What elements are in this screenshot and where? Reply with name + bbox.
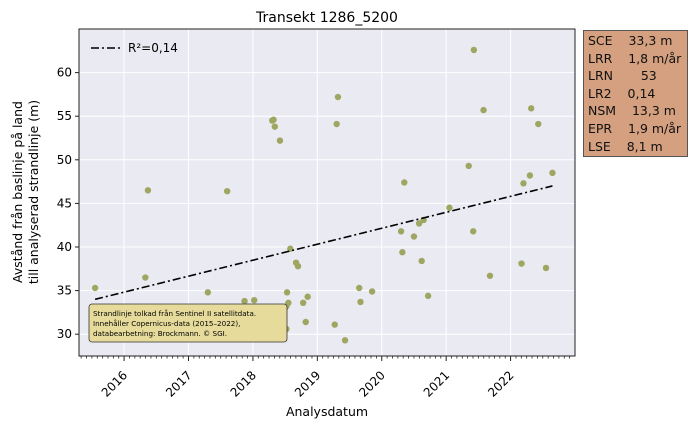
y-tick-label: 60 [57, 66, 72, 80]
data-point [535, 120, 542, 128]
data-point [520, 180, 527, 187]
stat-value: 8,1 m [626, 138, 663, 154]
scatter-points [91, 46, 556, 344]
data-point [465, 162, 472, 170]
y-tick-label: 30 [57, 327, 72, 341]
stat-label: LR2 [588, 85, 612, 101]
data-point [356, 284, 363, 292]
x-tick-label: 2022 [485, 368, 516, 399]
data-point [304, 293, 311, 300]
data-point [144, 187, 152, 194]
data-point [542, 264, 550, 272]
data-point [397, 228, 405, 235]
data-point [526, 172, 534, 179]
stat-value: 13,3 m [631, 103, 676, 119]
x-tick-label: 2016 [99, 368, 130, 399]
x-axis-ticks: 2016 2017 2018 2019 2020 2021 2022 [80, 356, 571, 400]
stat-row-lrn: LRN 53 [588, 67, 687, 85]
plot-frame [78, 28, 576, 357]
data-point [334, 93, 342, 101]
data-point [333, 120, 340, 128]
data-point [470, 228, 477, 235]
stat-row-lse: LSE 8,1 m [588, 138, 687, 156]
y-tick-label: 50 [57, 153, 72, 167]
x-tick-label: 2018 [228, 368, 259, 399]
stat-value: 53 [640, 68, 657, 84]
stat-value: 1,9 m/år [628, 120, 682, 136]
data-point [341, 337, 349, 344]
stat-value: 33,3 m [628, 33, 673, 48]
data-point [418, 257, 425, 265]
annotation-line-3: databearbetning: Brockmann. © SGI. [93, 329, 227, 338]
data-point [415, 220, 423, 227]
data-point [470, 46, 478, 54]
data-point [91, 284, 99, 292]
data-point [142, 274, 149, 281]
annotation-box [88, 303, 288, 343]
x-tick-label: 2020 [356, 368, 387, 399]
y-axis-label-line-1: Avstånd från baslinje på land [10, 101, 25, 283]
y-tick-label: 55 [57, 109, 72, 123]
y-tick-label: 35 [57, 284, 72, 298]
stat-value: 0,14 [627, 85, 656, 101]
stat-row-epr: EPR 1,9 m/år [588, 120, 687, 138]
data-point [331, 321, 338, 328]
data-point [223, 187, 231, 195]
data-point [270, 116, 277, 123]
data-point [549, 169, 556, 177]
data-point [299, 299, 307, 307]
data-point [271, 123, 279, 130]
stat-row-nsm: NSM 13,3 m [588, 102, 687, 120]
stat-label: EPR [588, 120, 613, 136]
stat-row-lrr: LRR 1,8 m/år [588, 50, 687, 68]
data-point [204, 289, 212, 296]
annotation-line-2: Innehåller Copernicus-data (2015–2022), [93, 319, 240, 328]
data-point [287, 245, 294, 252]
data-point [302, 318, 309, 326]
legend-label: R²=0,14 [128, 41, 178, 55]
x-tick-label: 2019 [292, 368, 323, 399]
annotation-line-1: Strandlinje tolkad från Sentinel II sate… [93, 309, 256, 318]
data-point [285, 299, 292, 307]
data-point [486, 272, 494, 279]
stat-row-sce: SCE 33,3 m [588, 32, 687, 50]
x-tick-label: 2017 [163, 368, 194, 399]
statistics-box: SCE 33,3 m LRR 1,8 m/år LRN 53 LR2 0,14 … [583, 30, 688, 157]
data-point [251, 296, 258, 304]
data-point [527, 105, 535, 112]
data-point [294, 262, 302, 270]
stat-value: 1,8 m/år [628, 50, 682, 66]
x-axis-label: Analysdatum [286, 404, 368, 419]
data-point [446, 204, 453, 211]
data-point [241, 297, 248, 305]
data-point [480, 106, 487, 114]
data-point [276, 137, 284, 144]
data-point [283, 289, 291, 296]
y-axis-label-line-2: till analyserad strandlinje (m) [26, 100, 41, 284]
data-point [401, 179, 408, 186]
data-point [410, 233, 418, 240]
data-point [424, 292, 432, 300]
data-point [399, 249, 406, 256]
y-tick-label: 40 [57, 240, 72, 254]
stat-label: NSM [588, 103, 617, 119]
data-point [357, 298, 364, 306]
stat-row-lr2: LR2 0,14 [588, 85, 687, 103]
stat-label: SCE [588, 33, 613, 48]
plot-area [79, 29, 575, 356]
chart-title: Transekt 1286_5200 [255, 10, 398, 26]
y-axis-ticks: 30 35 40 45 50 55 60 [57, 66, 79, 341]
stat-label: LSE [588, 138, 611, 154]
data-point [368, 288, 376, 295]
trend-line [94, 185, 553, 301]
y-tick-label: 45 [57, 196, 72, 210]
x-tick-label: 2021 [421, 368, 452, 399]
data-point [518, 260, 525, 267]
stat-label: LRR [588, 50, 613, 66]
stat-label: LRN [588, 68, 613, 84]
